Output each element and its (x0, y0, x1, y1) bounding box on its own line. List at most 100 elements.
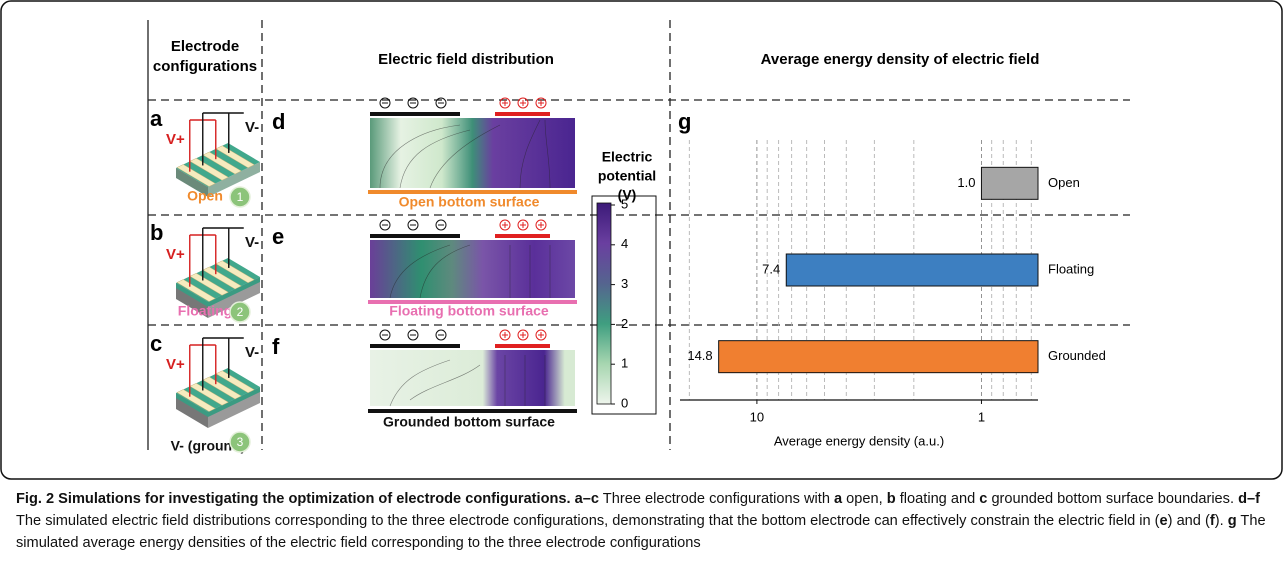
x-tick-label: 10 (750, 409, 764, 424)
minus-symbol (435, 329, 447, 341)
config-label: Floating (178, 303, 232, 319)
minus-symbol (379, 219, 391, 231)
v-minus-label: V- (245, 234, 259, 251)
field-lines (379, 119, 551, 407)
colorbar-tick-label: 4 (621, 236, 628, 251)
caption-run: ) and ( (1167, 513, 1210, 529)
number-label: 2 (237, 305, 244, 319)
device-layer (176, 387, 260, 417)
device-layer (176, 277, 260, 307)
colorbar-tick-label: 5 (621, 196, 628, 211)
plus-symbol (535, 219, 547, 231)
plus-symbol (517, 97, 529, 109)
panel-label: f (272, 334, 280, 359)
minus-symbol (407, 97, 419, 109)
bar (718, 340, 1039, 374)
plus-symbol (520, 222, 526, 228)
electrode-stripe (215, 370, 255, 394)
electrode-stripe (189, 272, 229, 296)
plus-symbol (535, 97, 547, 109)
electrode-stripe (202, 266, 242, 290)
electrode-bar (495, 234, 550, 238)
panel-label: d (272, 109, 285, 134)
electrode-stripe (215, 260, 255, 284)
electrode-stripe (215, 145, 255, 169)
plus-symbol (502, 100, 508, 106)
electrode-stripe (202, 151, 242, 175)
number-badge (229, 301, 251, 323)
caption-run: Three electrode configurations with (599, 491, 834, 507)
plus-symbol (502, 222, 508, 228)
device-side (176, 168, 208, 197)
plus-symbol (538, 100, 544, 106)
caption-run: floating and (895, 491, 980, 507)
v-minus-label: V- (245, 344, 259, 361)
x-axis-label: Average energy density (a.u.) (774, 433, 944, 448)
colorbar-frame (591, 195, 657, 415)
caption-run: c (979, 491, 988, 507)
category-label: Floating (1048, 261, 1094, 276)
caption: Fig. 2 Simulations for investigating the… (16, 488, 1271, 554)
electrode-stripe (176, 164, 216, 187)
v-plus-label: V+ (166, 356, 185, 373)
colorbar-tick-label: 1 (621, 356, 628, 371)
config-label: V- (ground) (171, 438, 246, 454)
value-label: 1.0 (957, 175, 975, 190)
value-label: 7.4 (762, 261, 780, 276)
electrode-stripe (202, 376, 242, 400)
table-lines (147, 20, 1130, 450)
plus-symbol (538, 222, 544, 228)
colorbar-tick-label: 3 (621, 276, 628, 291)
bar (785, 253, 1039, 287)
minus-symbol (435, 97, 447, 109)
v-minus-label: V- (245, 119, 259, 136)
bar (980, 166, 1039, 200)
panel-label: a (150, 106, 163, 131)
header: configurations (153, 58, 257, 75)
caption-run: g (1227, 513, 1237, 529)
header: Electrode (171, 38, 239, 55)
caption-run: The simulated average energy densities o… (16, 513, 1266, 551)
v-plus-label: V+ (166, 246, 185, 263)
panel-label: e (272, 224, 284, 249)
config-label: Open (187, 188, 223, 204)
plus-symbol (538, 332, 544, 338)
electrode-stripe (189, 382, 229, 406)
v-plus-label: V+ (166, 131, 185, 148)
plus-symbol (517, 329, 529, 341)
caption-run: a (834, 491, 843, 507)
panel-label: b (150, 220, 163, 245)
plus-symbol (499, 219, 511, 231)
number-label: 1 (237, 190, 244, 204)
colorbar-title: potential (598, 168, 656, 184)
x-tick-label: 1 (978, 409, 985, 424)
caption-run: ). (1214, 513, 1228, 529)
minus-symbol (407, 329, 419, 341)
bottom-surface (368, 300, 577, 304)
caption-run: f (1209, 513, 1215, 529)
plus-symbol (502, 332, 508, 338)
electrode-stripe (176, 389, 216, 412)
electrode-bar (495, 344, 550, 348)
minus-symbol (379, 97, 391, 109)
surface-label: Open bottom surface (399, 194, 540, 210)
electrode-bar (370, 344, 460, 348)
caption-run: Fig. 2 Simulations for investigating the… (16, 491, 600, 507)
colorbar-title: (V) (618, 187, 637, 203)
plus-symbol (535, 329, 547, 341)
number-badge (229, 186, 251, 208)
caption-run: b (886, 491, 896, 507)
colorbar (596, 202, 612, 405)
electrode-bar (370, 234, 460, 238)
category-label: Grounded (1048, 348, 1106, 363)
field-image (370, 240, 575, 298)
field-image (370, 350, 575, 406)
plus-symbol (520, 332, 526, 338)
minus-symbol (407, 219, 419, 231)
plus-symbol (517, 219, 529, 231)
caption-run: open, (842, 491, 887, 507)
value-label: 14.8 (687, 348, 712, 363)
plus-symbol (499, 97, 511, 109)
